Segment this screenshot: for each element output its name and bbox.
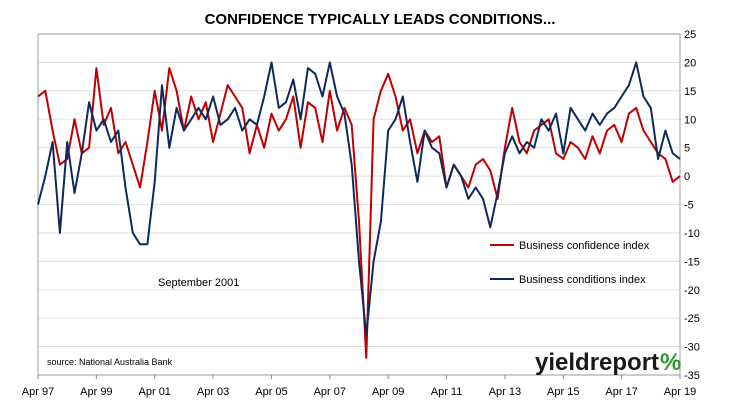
gridlines [38,33,680,376]
x-tick-label: Apr 07 [314,386,346,398]
x-tick-label: Apr 19 [664,386,696,398]
x-tick-label: Apr 09 [372,386,404,398]
x-tick-label: Apr 05 [255,386,287,398]
y-tick-label: 0 [684,171,690,183]
annotation-september-2001: September 2001 [158,277,239,289]
y-tick-label: -20 [684,285,700,297]
y-tick-label: 5 [684,143,690,155]
y-tick-label: -35 [684,370,700,382]
legend-label-conditions: Business conditions index [519,274,646,286]
source-note: source: National Australia Bank [47,357,173,367]
y-tick-label: -10 [684,228,700,240]
y-tick-label: -30 [684,342,700,354]
legend-label-confidence: Business confidence index [519,240,650,252]
y-tick-label: 20 [684,57,696,69]
logo-text: yieldreport [535,349,659,376]
yieldreport-logo: yieldreport % [535,349,681,376]
series-line-conditions [37,61,681,337]
x-tick-label: Apr 15 [547,386,579,398]
chart-title: CONFIDENCE TYPICALLY LEADS CONDITIONS... [205,11,556,28]
y-tick-label: -15 [684,256,700,268]
x-tick-label: Apr 99 [80,386,112,398]
series-line-confidence [37,67,681,359]
x-tick-label: Apr 11 [431,386,463,398]
legend: Business confidence index Business condi… [490,240,650,286]
logo-percent-icon: % [660,349,681,376]
y-tick-label: -25 [684,313,700,325]
y-axis: 25 20 15 10 5 0 -5 -10 -15 -20 -25 -30 -35 [684,29,700,382]
x-tick-label: Apr 13 [489,386,521,398]
y-tick-label: 10 [684,114,696,126]
series-lines [37,61,681,359]
y-tick-label: 25 [684,29,696,41]
x-axis: Apr 97 Apr 99 Apr 01 Apr 03 Apr 05 Apr 07 Apr … [22,375,696,398]
x-tick-label: Apr 17 [605,386,637,398]
y-tick-label: 15 [684,86,696,98]
x-tick-label: Apr 01 [139,386,171,398]
y-tick-label: -5 [684,200,694,212]
x-tick-label: Apr 03 [197,386,229,398]
x-tick-label: Apr 97 [22,386,54,398]
